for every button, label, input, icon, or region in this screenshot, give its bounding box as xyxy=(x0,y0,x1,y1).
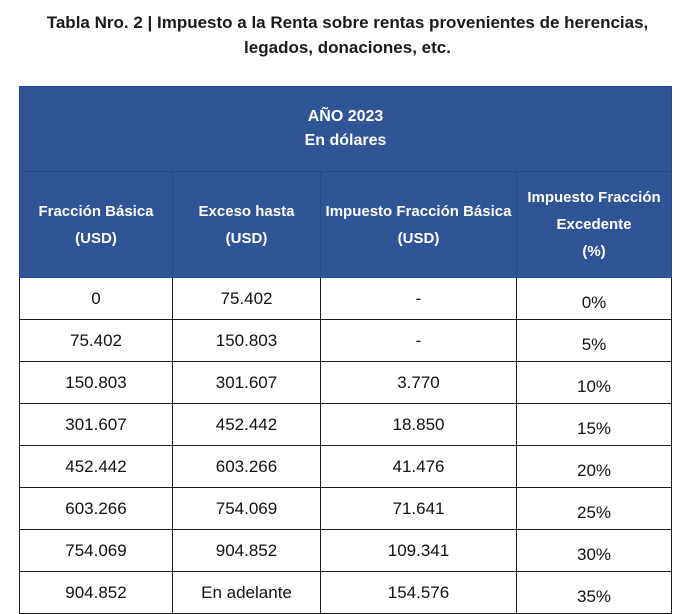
cell-exceso-hasta: 75.402 xyxy=(172,277,321,320)
year-label: AÑO 2023 xyxy=(307,108,384,125)
cell-exceso-hasta: 754.069 xyxy=(172,487,321,530)
column-header-line: (USD) xyxy=(397,229,440,247)
table-row: 452.442 603.266 41.476 20% xyxy=(19,445,672,488)
table-row: 904.852 En adelante 154.576 35% xyxy=(19,571,672,614)
cell-impuesto-excedente: 25% xyxy=(516,487,672,530)
column-header-line: Fracción Básica xyxy=(38,202,154,220)
column-header-fraccion-basica: Fracción Básica (USD) xyxy=(19,171,173,278)
cell-impuesto-excedente: 0% xyxy=(516,277,672,320)
cell-impuesto-fraccion-basica: 71.641 xyxy=(320,487,517,530)
cell-impuesto-fraccion-basica: 109.341 xyxy=(320,529,517,572)
column-header-line: (USD) xyxy=(225,229,268,247)
column-header-line: Impuesto Fracción Básica xyxy=(325,202,512,220)
cell-impuesto-fraccion-basica: 154.576 xyxy=(320,571,517,614)
cell-impuesto-excedente: 5% xyxy=(516,319,672,362)
cell-impuesto-fraccion-basica: 41.476 xyxy=(320,445,517,488)
cell-impuesto-fraccion-basica: 3.770 xyxy=(320,361,517,404)
table-row: 754.069 904.852 109.341 30% xyxy=(19,529,672,572)
cell-exceso-hasta: 452.442 xyxy=(172,403,321,446)
cell-impuesto-excedente: 15% xyxy=(516,403,672,446)
tax-table: AÑO 2023 En dólares Fracción Básica (USD… xyxy=(19,86,672,614)
cell-impuesto-fraccion-basica: - xyxy=(320,277,517,320)
cell-impuesto-fraccion-basica: - xyxy=(320,319,517,362)
cell-impuesto-excedente: 10% xyxy=(516,361,672,404)
cell-exceso-hasta: 904.852 xyxy=(172,529,321,572)
cell-impuesto-excedente: 30% xyxy=(516,529,672,572)
cell-fraccion-basica: 754.069 xyxy=(19,529,173,572)
column-header-impuesto-fraccion-excedente: Impuesto Fracción Excedente (%) xyxy=(516,171,672,278)
cell-fraccion-basica: 0 xyxy=(19,277,173,320)
column-header-line: Impuesto Fracción xyxy=(527,189,661,206)
cell-impuesto-fraccion-basica: 18.850 xyxy=(320,403,517,446)
cell-fraccion-basica: 603.266 xyxy=(19,487,173,530)
column-header-impuesto-fraccion-basica: Impuesto Fracción Básica (USD) xyxy=(320,171,517,278)
cell-impuesto-excedente: 35% xyxy=(516,571,672,614)
table-row: 301.607 452.442 18.850 15% xyxy=(19,403,672,446)
column-header-line: Exceso hasta xyxy=(198,202,295,220)
year-header: AÑO 2023 En dólares xyxy=(19,86,672,172)
cell-fraccion-basica: 301.607 xyxy=(19,403,173,446)
cell-exceso-hasta: 150.803 xyxy=(172,319,321,362)
cell-exceso-hasta: 603.266 xyxy=(172,445,321,488)
cell-exceso-hasta: En adelante xyxy=(172,571,321,614)
column-header-row: Fracción Básica (USD) Exceso hasta (USD)… xyxy=(19,171,672,278)
table-title: Tabla Nro. 2 | Impuesto a la Renta sobre… xyxy=(0,10,695,60)
table-row: 603.266 754.069 71.641 25% xyxy=(19,487,672,530)
table-row: 150.803 301.607 3.770 10% xyxy=(19,361,672,404)
column-header-line: (USD) xyxy=(75,229,117,247)
table-row: 0 75.402 - 0% xyxy=(19,277,672,320)
cell-exceso-hasta: 301.607 xyxy=(172,361,321,404)
cell-impuesto-excedente: 20% xyxy=(516,445,672,488)
table-title-line-2: legados, donaciones, etc. xyxy=(244,38,451,57)
cell-fraccion-basica: 452.442 xyxy=(19,445,173,488)
table-title-line-1: Tabla Nro. 2 | Impuesto a la Renta sobre… xyxy=(46,13,649,32)
column-header-exceso-hasta: Exceso hasta (USD) xyxy=(172,171,321,278)
year-header-row: AÑO 2023 En dólares xyxy=(19,86,672,172)
table-row: 75.402 150.803 - 5% xyxy=(19,319,672,362)
cell-fraccion-basica: 75.402 xyxy=(19,319,173,362)
column-header-line: (%) xyxy=(582,243,606,260)
currency-label: En dólares xyxy=(304,132,387,149)
cell-fraccion-basica: 904.852 xyxy=(19,571,173,614)
cell-fraccion-basica: 150.803 xyxy=(19,361,173,404)
column-header-line: Excedente xyxy=(556,216,632,233)
